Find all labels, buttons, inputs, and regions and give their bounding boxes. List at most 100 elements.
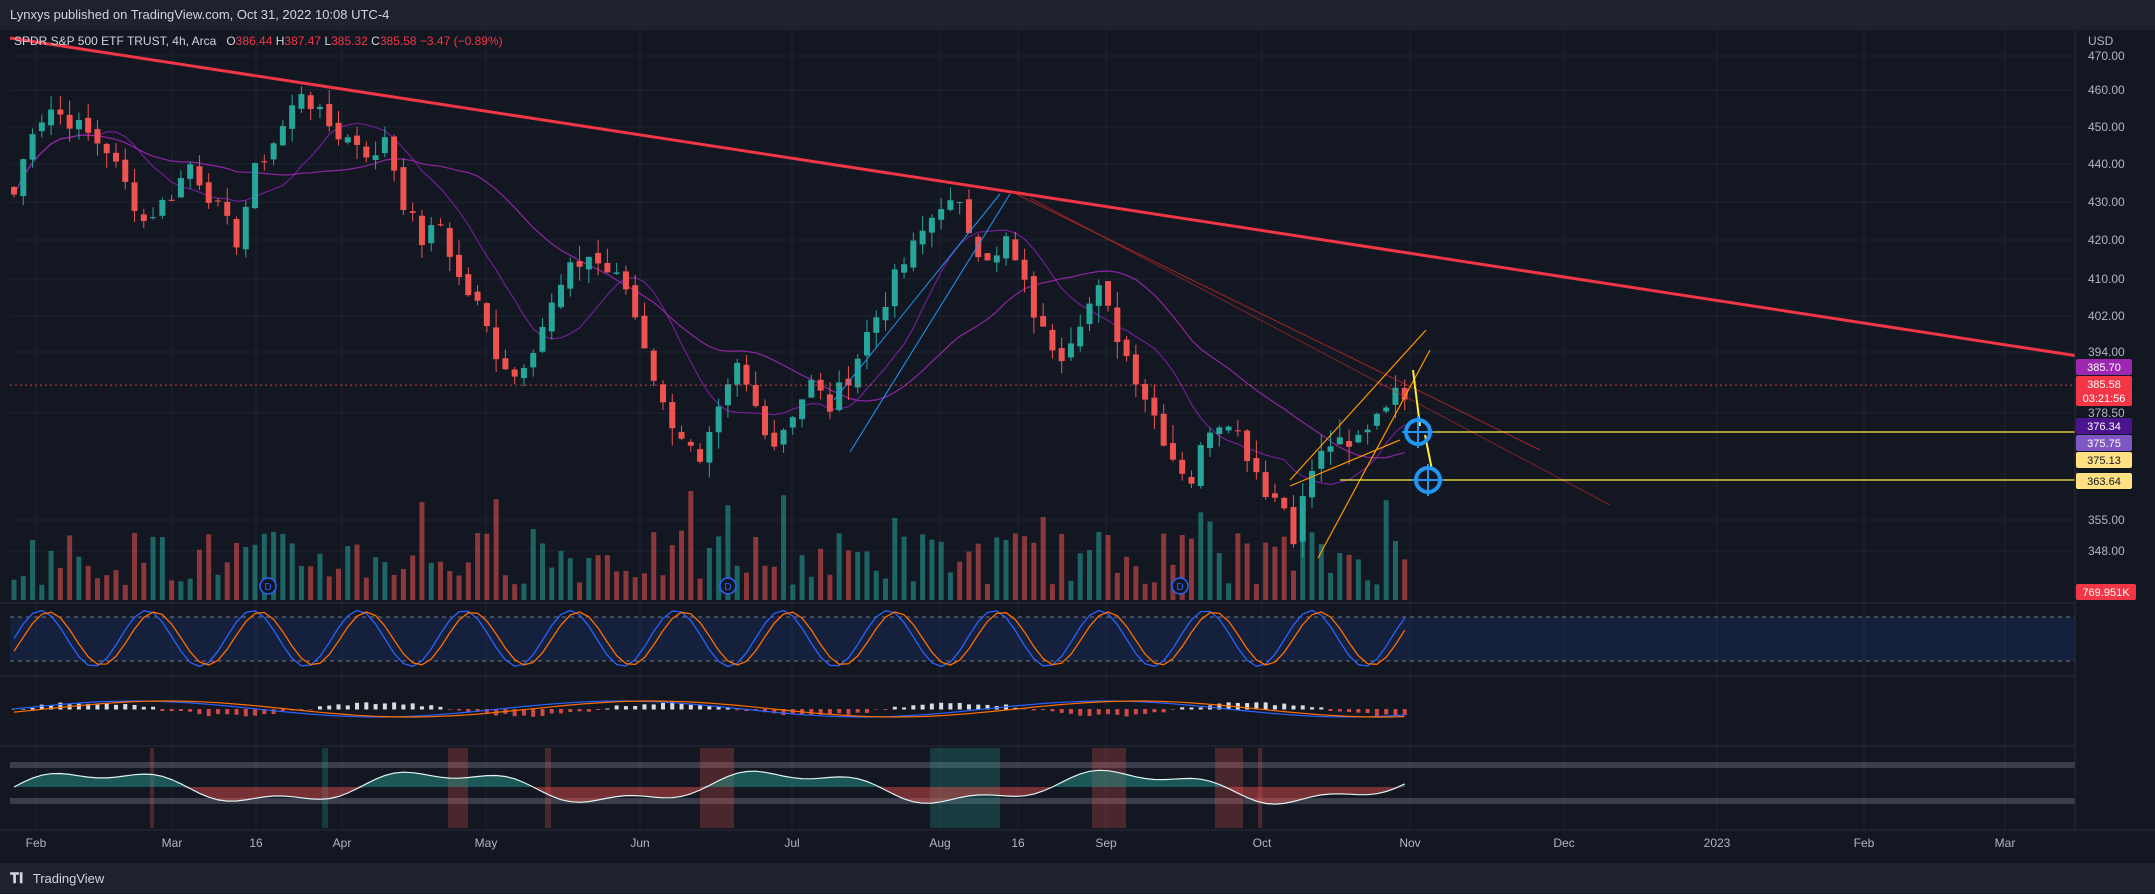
macd-histogram-bar	[151, 706, 156, 710]
volume-bar	[938, 541, 944, 600]
candle	[558, 284, 565, 308]
macd-histogram-bar	[549, 709, 554, 714]
volume-bar	[1263, 542, 1269, 600]
price-label-box	[2076, 418, 2132, 434]
macd-histogram-bar	[1291, 705, 1296, 710]
volume-bar	[883, 578, 889, 600]
candle	[428, 225, 435, 244]
symbol-label: SPDR S&P 500 ETF TRUST, 4h, Arca	[14, 34, 217, 48]
macd-histogram-bar	[772, 709, 777, 714]
volume-bar	[428, 562, 434, 600]
candle	[1207, 432, 1214, 449]
drawings[interactable]	[9, 36, 2079, 559]
volume-bar	[771, 566, 777, 600]
macd-histogram-bar	[1096, 709, 1101, 715]
volume-bar	[85, 565, 91, 600]
volume-bar	[614, 571, 620, 600]
candle	[771, 432, 778, 447]
candle	[1040, 316, 1047, 327]
volume-bar	[150, 536, 156, 600]
candle	[1364, 429, 1371, 433]
candle	[706, 431, 713, 463]
dividend-marker-label: D	[264, 582, 271, 593]
macd-histogram-bar	[725, 707, 730, 710]
volume-bar	[929, 539, 935, 600]
candle	[1067, 343, 1074, 358]
volume-bar	[910, 581, 916, 600]
macd-histogram-bar	[410, 703, 415, 710]
candle	[1401, 388, 1408, 400]
volume-bar	[1142, 583, 1148, 600]
y-tick-label: 430.00	[2088, 195, 2125, 209]
volume-bar	[475, 533, 481, 600]
volume-bar	[530, 528, 536, 600]
macd-histogram-bar	[438, 706, 443, 710]
macd-histogram-bar	[253, 709, 258, 716]
candle	[604, 262, 611, 273]
candle	[947, 200, 954, 210]
price-label-box	[2076, 473, 2132, 489]
candle	[94, 129, 101, 144]
volume-bar	[651, 532, 657, 600]
publisher-line: Lynxys published on TradingView.com, Oct…	[10, 7, 390, 22]
volume-bar	[224, 562, 230, 600]
volume-bar	[159, 536, 165, 600]
macd-histogram-bar	[113, 704, 118, 710]
dividend-marker	[259, 577, 277, 595]
macd-histogram-bar	[271, 709, 276, 714]
candle	[1030, 276, 1037, 318]
candle	[233, 219, 240, 248]
candle	[1299, 495, 1306, 542]
candle	[520, 367, 527, 379]
candle	[687, 441, 694, 446]
volume-bar	[187, 578, 193, 600]
osc-highlight-zone	[150, 748, 154, 828]
macd-histogram-bar	[104, 703, 109, 710]
macd-histogram-bar	[735, 709, 740, 711]
volume-bar	[697, 578, 703, 600]
macd-histogram-bar	[753, 709, 758, 711]
dividend-marker-label: D	[724, 582, 731, 593]
candle	[122, 159, 129, 182]
osc-highlight-zone	[322, 748, 328, 828]
candle	[585, 256, 592, 270]
volume-bar	[1318, 544, 1324, 600]
candle	[103, 143, 110, 154]
grid	[0, 30, 2155, 863]
candle	[548, 302, 555, 332]
macd-histogram-bar	[827, 709, 832, 715]
candle	[483, 303, 490, 327]
volume-bar	[400, 568, 406, 600]
x-tick-label: Feb	[26, 836, 47, 850]
candle	[826, 394, 833, 412]
volume-bar	[716, 536, 722, 600]
candle	[1373, 413, 1380, 426]
candle	[465, 274, 472, 296]
macd-histogram-bar	[160, 709, 165, 712]
macd-histogram-bar	[911, 705, 916, 710]
macd-histogram-bar	[419, 706, 424, 710]
price-label: 375.13	[2087, 455, 2121, 467]
macd-histogram-bar	[633, 705, 638, 710]
macd-histogram-bar	[698, 705, 703, 710]
macd-histogram-bar	[355, 702, 360, 710]
volume-bar	[1355, 559, 1361, 600]
macd-histogram-bar	[21, 708, 26, 710]
macd-histogram-bar	[1152, 709, 1157, 713]
price-chart[interactable]: DDD 50.0093.8287.590.00−10.003.751.1370.…	[0, 30, 2155, 863]
candle	[1058, 348, 1065, 362]
volume-bar	[113, 570, 119, 600]
volume-bar	[1077, 553, 1083, 600]
volume-bar	[317, 553, 323, 600]
volume-bar	[234, 543, 240, 600]
candle	[622, 271, 629, 290]
macd-histogram-bar	[447, 709, 452, 710]
x-tick-label: 16	[1011, 836, 1025, 850]
volume-bar	[196, 549, 202, 600]
low-label: L	[324, 34, 332, 48]
volume-bar	[641, 573, 647, 600]
open-label: O	[226, 34, 236, 48]
candle	[1281, 497, 1288, 509]
candle	[1142, 383, 1149, 400]
volume-bar	[336, 568, 342, 600]
